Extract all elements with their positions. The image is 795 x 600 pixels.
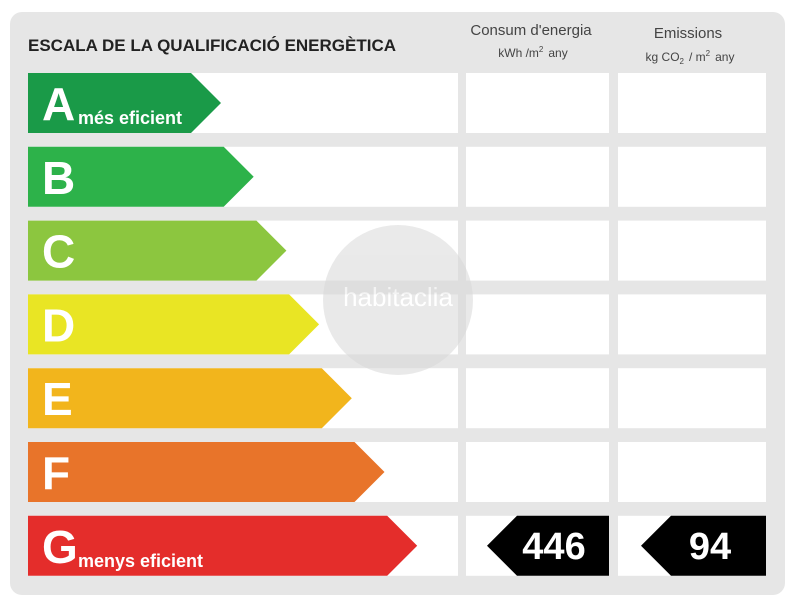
unit-part: any xyxy=(715,50,734,64)
consumption-cell xyxy=(466,368,609,429)
consumption-cell xyxy=(466,294,609,355)
rating-letter: E xyxy=(42,373,73,425)
emissions-header: Emissions xyxy=(654,25,722,42)
rating-letter: G xyxy=(42,521,78,573)
rating-arrow xyxy=(28,73,221,133)
rating-arrow xyxy=(28,515,418,576)
unit-sub: 2 xyxy=(680,57,685,66)
rating-arrow xyxy=(28,146,254,207)
title: ESCALA DE LA QUALIFICACIÓ ENERGÈTICA xyxy=(28,36,396,55)
unit-part: kg CO xyxy=(646,50,680,64)
emissions-cell xyxy=(618,220,766,281)
unit-sup: 2 xyxy=(539,45,544,54)
rating-label: menys eficient xyxy=(78,551,203,571)
rating-arrow xyxy=(28,368,352,429)
rating-letter: B xyxy=(42,152,75,204)
consumption-value: 446 xyxy=(522,526,585,568)
consumption-unit: kWh /m2 any xyxy=(498,45,567,60)
emissions-cell xyxy=(618,73,766,133)
emissions-unit: kg CO2/ m2 any xyxy=(646,49,735,66)
rating-arrow xyxy=(28,442,385,502)
unit-part: / m xyxy=(689,50,706,64)
unit-part: kWh /m xyxy=(498,46,539,60)
unit-sup: 2 xyxy=(706,49,711,58)
rating-letter: C xyxy=(42,226,75,278)
consumption-cell xyxy=(466,73,609,133)
rating-label: més eficient xyxy=(78,108,182,128)
consumption-badge xyxy=(487,515,609,576)
emissions-badge xyxy=(641,515,766,576)
unit-part: any xyxy=(548,46,567,60)
rating-arrow xyxy=(28,220,287,281)
consumption-cell xyxy=(466,146,609,207)
rating-letter: A xyxy=(42,78,75,130)
emissions-cell xyxy=(618,146,766,207)
rating-letter: F xyxy=(42,447,70,499)
rating-letter: D xyxy=(42,299,75,351)
watermark-circle xyxy=(323,225,473,375)
emissions-cell xyxy=(618,442,766,502)
consumption-cell xyxy=(466,220,609,281)
emissions-cell xyxy=(618,368,766,429)
emissions-cell xyxy=(618,294,766,355)
consumption-cell xyxy=(466,442,609,502)
watermark-text: habitaclia xyxy=(343,282,453,312)
watermark: habitaclia xyxy=(323,225,473,375)
emissions-value: 94 xyxy=(689,526,731,568)
consumption-header: Consum d'energia xyxy=(470,22,592,39)
rating-arrow xyxy=(28,294,320,355)
